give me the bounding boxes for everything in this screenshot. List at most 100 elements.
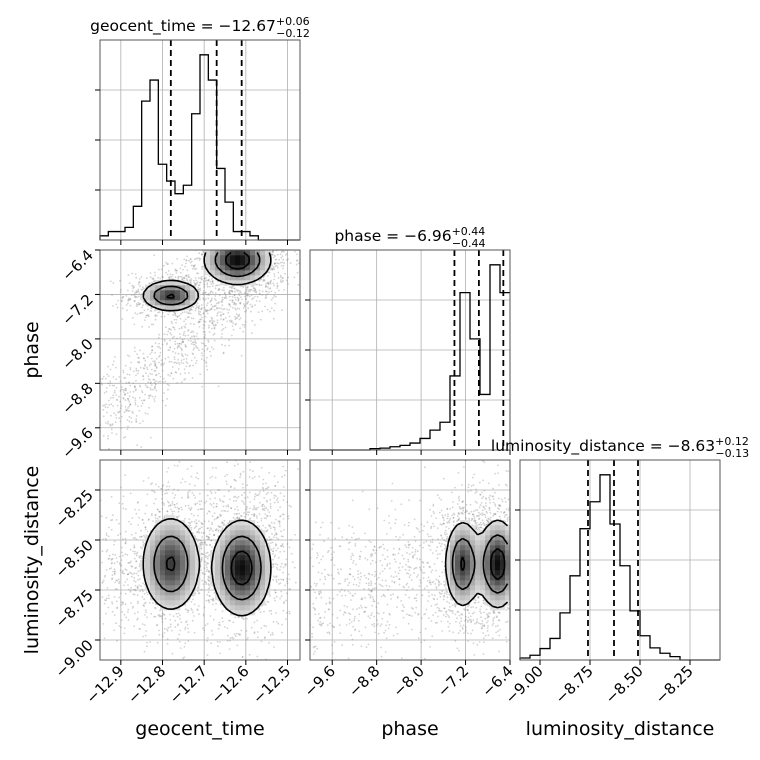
sample-point xyxy=(200,569,202,571)
sample-point xyxy=(139,422,141,425)
sample-point xyxy=(282,578,285,581)
sample-point xyxy=(146,593,149,596)
sample-point xyxy=(252,232,254,234)
sample-point xyxy=(246,241,248,243)
sample-point xyxy=(192,306,195,308)
sample-point xyxy=(282,258,285,261)
density-cell xyxy=(205,250,211,256)
sample-point xyxy=(260,640,263,643)
sample-point xyxy=(202,292,205,295)
sample-point xyxy=(126,392,129,394)
sample-point xyxy=(209,320,211,323)
sample-point xyxy=(127,289,129,292)
sample-point xyxy=(276,621,278,623)
sample-point xyxy=(210,290,213,293)
sample-point xyxy=(177,247,179,249)
sample-point xyxy=(212,534,215,537)
sample-point xyxy=(271,268,273,271)
density-cell xyxy=(170,580,176,586)
sample-point xyxy=(209,301,212,303)
sample-point xyxy=(156,517,159,520)
sample-point xyxy=(273,228,275,230)
sample-point xyxy=(173,335,176,338)
hist-panel-luminosity_distance: −9.00 −8.75 −8.50 −8.25luminosity_distancel… xyxy=(491,435,749,740)
sample-point xyxy=(185,365,188,368)
sample-point xyxy=(263,505,266,507)
hist-title: geocent_time = −12.67+0.06 −0.12 xyxy=(90,15,310,40)
sample-point xyxy=(255,283,257,286)
density-cell xyxy=(215,265,221,271)
sample-point xyxy=(174,276,177,279)
density-cell xyxy=(215,270,221,276)
sample-point xyxy=(111,562,113,564)
sample-point xyxy=(136,586,139,589)
sample-point xyxy=(219,515,222,518)
sample-point xyxy=(127,573,129,575)
sample-point xyxy=(237,495,240,498)
sample-point xyxy=(129,367,132,369)
sample-point xyxy=(218,241,220,243)
sample-point xyxy=(237,315,240,317)
sample-point xyxy=(253,290,256,293)
sample-point xyxy=(178,342,181,345)
density-cell xyxy=(230,260,236,266)
sample-point xyxy=(195,525,198,527)
sample-point xyxy=(197,530,200,533)
sample-point xyxy=(129,298,132,301)
density-cell xyxy=(225,270,231,276)
sample-point xyxy=(147,314,150,316)
sample-point xyxy=(115,579,118,582)
sample-point xyxy=(231,237,233,239)
sample-point xyxy=(133,300,136,303)
sample-point xyxy=(103,602,106,605)
sample-point xyxy=(201,522,204,525)
sample-point xyxy=(204,624,207,627)
sample-point xyxy=(224,242,226,244)
density-cell xyxy=(155,295,161,301)
density-cell xyxy=(250,605,256,611)
density-cell xyxy=(175,300,181,306)
sample-point xyxy=(280,545,283,548)
sample-point xyxy=(141,306,143,309)
density-cell xyxy=(235,280,241,286)
sample-point xyxy=(248,238,250,240)
density-cell xyxy=(245,270,251,276)
sample-point xyxy=(118,411,120,414)
sample-point xyxy=(272,267,275,270)
sample-point xyxy=(188,518,191,520)
sample-point xyxy=(125,616,128,619)
sample-point xyxy=(112,553,114,556)
sample-point xyxy=(247,307,250,310)
sample-point xyxy=(233,487,236,490)
sample-point xyxy=(131,272,134,275)
density-cell xyxy=(185,580,191,586)
sample-point xyxy=(276,287,279,289)
sample-point xyxy=(276,264,278,267)
sample-point xyxy=(222,524,225,527)
sample-point xyxy=(274,528,276,531)
sample-point xyxy=(149,276,152,279)
sample-point xyxy=(236,644,239,647)
sample-point xyxy=(272,550,274,553)
sample-point xyxy=(195,245,197,247)
density-cell xyxy=(235,275,241,281)
sample-point xyxy=(245,508,248,511)
sample-point xyxy=(163,502,165,505)
sample-point xyxy=(205,543,207,546)
sample-point xyxy=(149,272,152,274)
density-cell xyxy=(265,265,271,271)
sample-point xyxy=(265,517,268,520)
sample-point xyxy=(244,292,247,294)
sample-point xyxy=(174,312,177,315)
sample-point xyxy=(204,315,207,318)
sample-point xyxy=(285,245,287,247)
sample-point xyxy=(182,268,184,271)
sample-point xyxy=(149,309,152,312)
sample-point xyxy=(279,261,282,264)
sample-point xyxy=(236,307,239,310)
sample-point xyxy=(187,274,190,276)
sample-point xyxy=(154,362,157,365)
sample-point xyxy=(201,307,203,309)
sample-point xyxy=(105,550,108,553)
density-cell xyxy=(160,575,166,581)
